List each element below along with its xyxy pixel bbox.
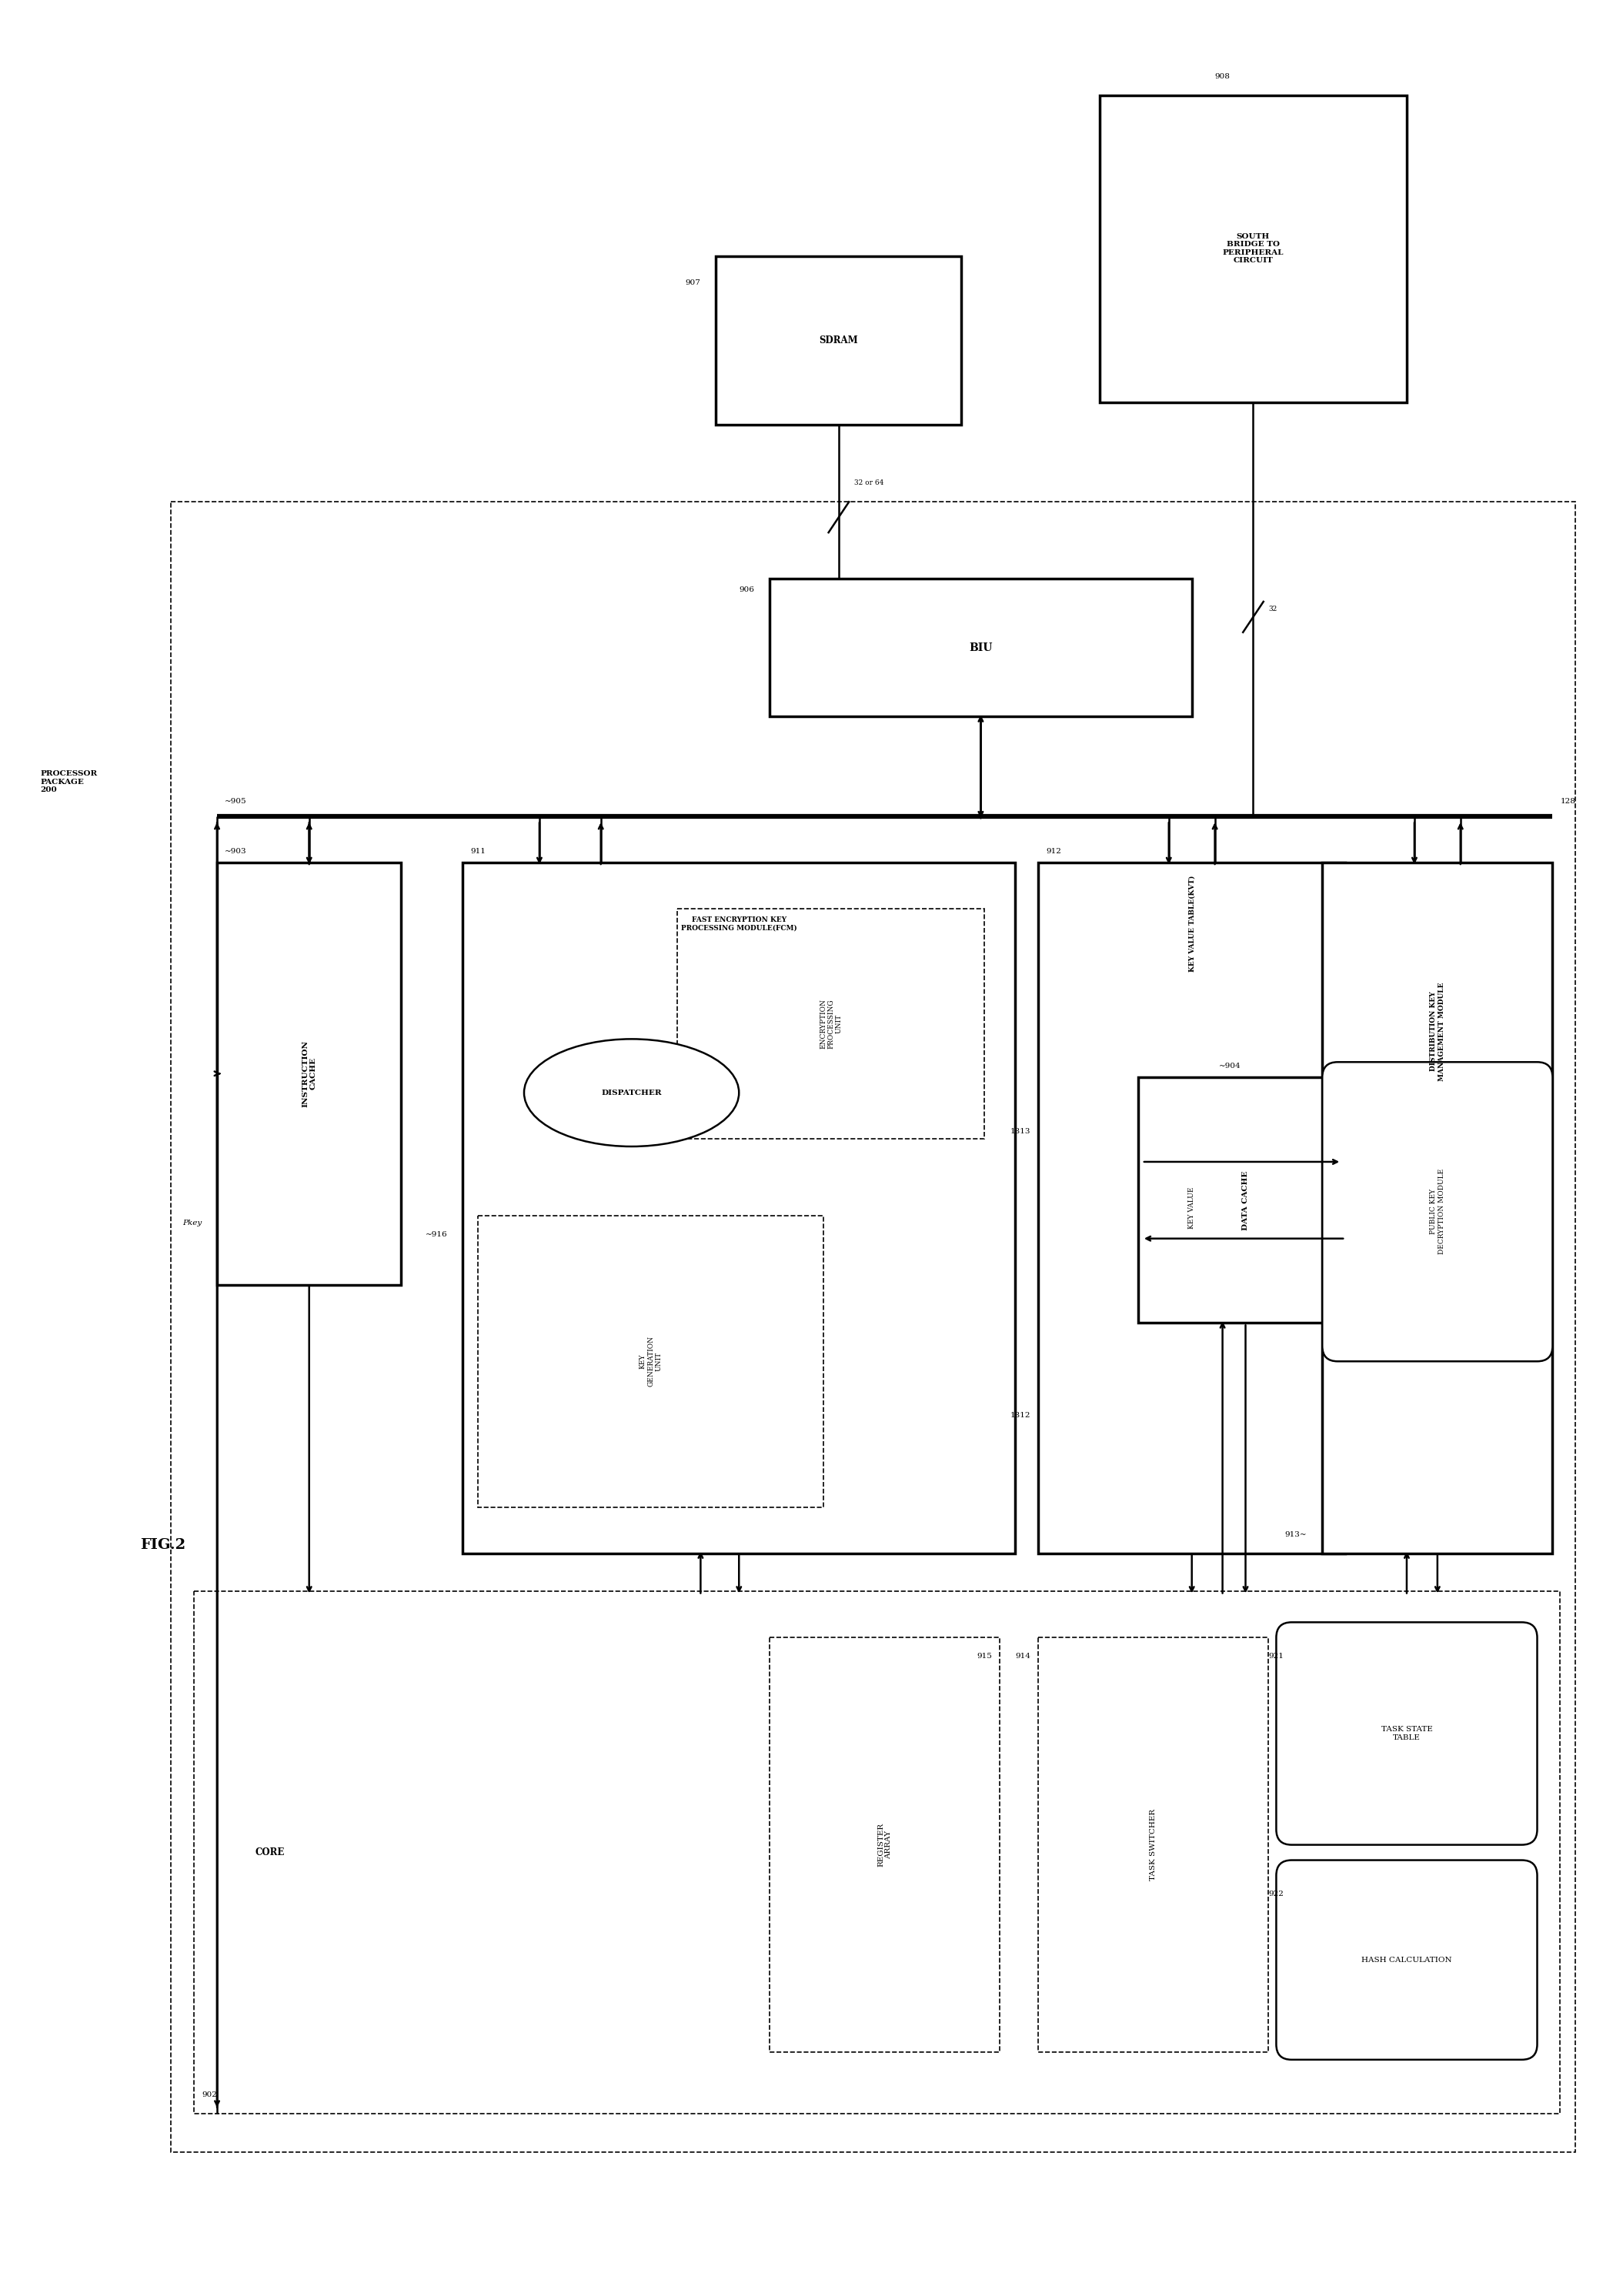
Text: 1313: 1313 [1010, 1127, 1031, 1134]
Text: KEY VALUE: KEY VALUE [1188, 1187, 1195, 1228]
Text: DISTRIBUTION KEY
MANAGEMENT MODULE: DISTRIBUTION KEY MANAGEMENT MODULE [1430, 983, 1444, 1081]
Text: DISPATCHER: DISPATCHER [601, 1088, 662, 1095]
Text: INSTRUCTION
CACHE: INSTRUCTION CACHE [302, 1040, 316, 1107]
Text: PUBLIC KEY
DECRYPTION MODULE: PUBLIC KEY DECRYPTION MODULE [1430, 1169, 1444, 1254]
FancyBboxPatch shape [1276, 1623, 1537, 1844]
Text: 906: 906 [738, 585, 755, 592]
Text: Pkey: Pkey [182, 1219, 201, 1226]
FancyBboxPatch shape [1323, 863, 1553, 1552]
FancyBboxPatch shape [1276, 1860, 1537, 2060]
Text: 915: 915 [977, 1653, 992, 1660]
Text: TASK STATE
TABLE: TASK STATE TABLE [1381, 1727, 1433, 1740]
Text: FAST ENCRYPTION KEY
PROCESSING MODULE(FCM): FAST ENCRYPTION KEY PROCESSING MODULE(FC… [682, 916, 797, 932]
FancyBboxPatch shape [716, 257, 961, 425]
FancyBboxPatch shape [217, 863, 401, 1283]
Text: 902: 902 [201, 2092, 217, 2099]
FancyBboxPatch shape [463, 863, 1016, 1552]
Text: SOUTH
BRIDGE TO
PERIPHERAL
CIRCUIT: SOUTH BRIDGE TO PERIPHERAL CIRCUIT [1222, 234, 1284, 264]
Text: 912: 912 [1045, 847, 1061, 854]
Text: SDRAM: SDRAM [820, 335, 859, 347]
FancyBboxPatch shape [1138, 1077, 1354, 1322]
Text: 922: 922 [1269, 1892, 1284, 1899]
Text: ~916: ~916 [425, 1231, 448, 1238]
Text: 32 or 64: 32 or 64 [854, 480, 883, 487]
Text: 907: 907 [685, 280, 701, 287]
Text: 914: 914 [1016, 1653, 1031, 1660]
Text: KEY
GENERATION
UNIT: KEY GENERATION UNIT [639, 1336, 662, 1387]
Text: 128: 128 [1560, 799, 1576, 806]
Text: 921: 921 [1269, 1653, 1284, 1660]
FancyBboxPatch shape [1100, 94, 1407, 402]
Text: HASH CALCULATION: HASH CALCULATION [1362, 1956, 1453, 1963]
Text: ~903: ~903 [224, 847, 247, 854]
FancyBboxPatch shape [1039, 863, 1345, 1552]
Text: CORE: CORE [255, 1848, 286, 1857]
Text: TASK SWITCHER: TASK SWITCHER [1151, 1809, 1157, 1880]
Text: ENCRYPTION
PROCESSING
UNIT: ENCRYPTION PROCESSING UNIT [820, 999, 842, 1049]
Text: PROCESSOR
PACKAGE
200: PROCESSOR PACKAGE 200 [41, 771, 97, 794]
Text: REGISTER
ARRAY: REGISTER ARRAY [878, 1823, 893, 1867]
Text: 911: 911 [471, 847, 485, 854]
Text: BIU: BIU [969, 643, 993, 652]
Ellipse shape [524, 1040, 738, 1146]
Text: DATA CACHE: DATA CACHE [1242, 1171, 1250, 1231]
Text: FIG.2: FIG.2 [140, 1538, 185, 1552]
Text: KEY VALUE TABLE(KVT): KEY VALUE TABLE(KVT) [1188, 875, 1195, 971]
Text: 32: 32 [1269, 606, 1277, 613]
Text: 1312: 1312 [1010, 1412, 1031, 1419]
Text: 908: 908 [1216, 73, 1230, 80]
Text: ~904: ~904 [1219, 1063, 1242, 1070]
Text: 913~: 913~ [1285, 1531, 1307, 1538]
FancyBboxPatch shape [1323, 1063, 1553, 1362]
FancyBboxPatch shape [769, 579, 1191, 716]
Text: ~905: ~905 [224, 799, 247, 806]
